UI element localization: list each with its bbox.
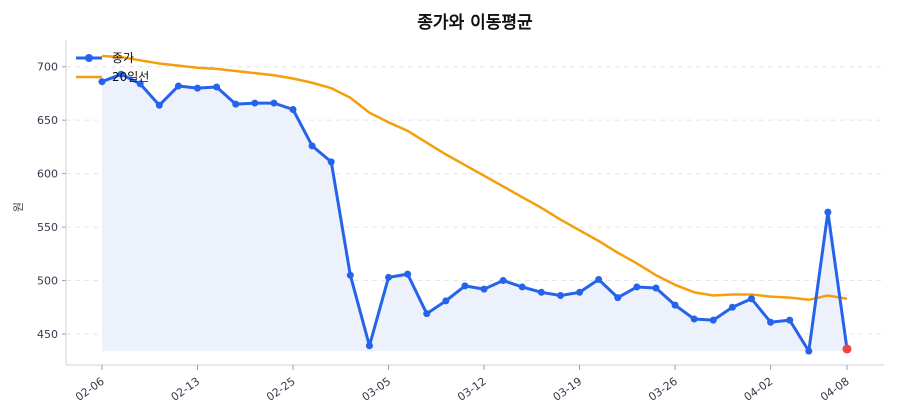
- close-point: [633, 283, 641, 291]
- legend: 종가 20일선: [76, 51, 149, 84]
- close-point: [308, 142, 316, 150]
- close-point: [423, 310, 431, 318]
- close-point: [824, 208, 832, 216]
- x-tick-label: 04-02: [742, 375, 776, 404]
- y-tick-label: 700: [37, 61, 58, 74]
- y-axis-label: 원: [12, 202, 25, 212]
- legend-close-label: 종가: [112, 51, 134, 65]
- close-point: [576, 288, 584, 296]
- close-point: [652, 284, 660, 292]
- x-tick-label: 03-05: [360, 375, 394, 404]
- close-point: [136, 80, 144, 88]
- x-tick-label: 03-12: [455, 375, 489, 404]
- close-point: [404, 270, 412, 278]
- close-point: [346, 271, 354, 279]
- y-tick-label: 600: [37, 168, 58, 181]
- x-tick-label: 02-13: [169, 375, 203, 404]
- ma20-line: [101, 54, 848, 302]
- close-point: [251, 99, 259, 107]
- x-tick-label: 02-06: [73, 375, 107, 404]
- y-tick-label: 650: [37, 114, 58, 127]
- close-point: [213, 83, 221, 91]
- close-point: [461, 282, 469, 290]
- close-point: [327, 158, 335, 166]
- close-point: [671, 301, 679, 309]
- close-point: [518, 283, 526, 291]
- close-point: [385, 273, 393, 281]
- close-point: [442, 297, 450, 305]
- close-point: [499, 277, 507, 285]
- close-point: [537, 288, 545, 296]
- close-point: [365, 342, 373, 350]
- close-point: [174, 82, 182, 90]
- close-point: [556, 292, 564, 300]
- x-tick-label: 03-26: [646, 375, 680, 404]
- x-tick-label: 04-08: [818, 375, 852, 404]
- close-point: [805, 347, 813, 355]
- x-tick-label: 02-25: [264, 375, 298, 404]
- close-point: [614, 294, 622, 302]
- y-tick-label: 550: [37, 221, 58, 234]
- last-close-point: [842, 344, 852, 354]
- close-point: [595, 275, 603, 283]
- close-point: [747, 295, 755, 303]
- close-point: [232, 100, 240, 108]
- legend-close-marker: [85, 54, 93, 62]
- close-point: [194, 84, 202, 92]
- close-point: [767, 318, 775, 326]
- close-point: [480, 285, 488, 293]
- close-point: [289, 105, 297, 113]
- close-point: [728, 303, 736, 311]
- close-point: [709, 316, 717, 324]
- close-point: [270, 99, 278, 107]
- chart-title: 종가와 이동평균: [417, 13, 533, 33]
- y-tick-label: 450: [37, 328, 58, 341]
- close-point: [786, 316, 794, 324]
- close-point: [690, 315, 698, 323]
- close-line: [101, 72, 849, 353]
- legend-ma-label: 20일선: [112, 70, 149, 84]
- close-point: [155, 101, 163, 109]
- y-tick-label: 500: [37, 275, 58, 288]
- close-point: [117, 70, 125, 78]
- close-point: [98, 78, 106, 86]
- x-tick-label: 03-19: [551, 375, 585, 404]
- close-area-fill: [102, 74, 847, 352]
